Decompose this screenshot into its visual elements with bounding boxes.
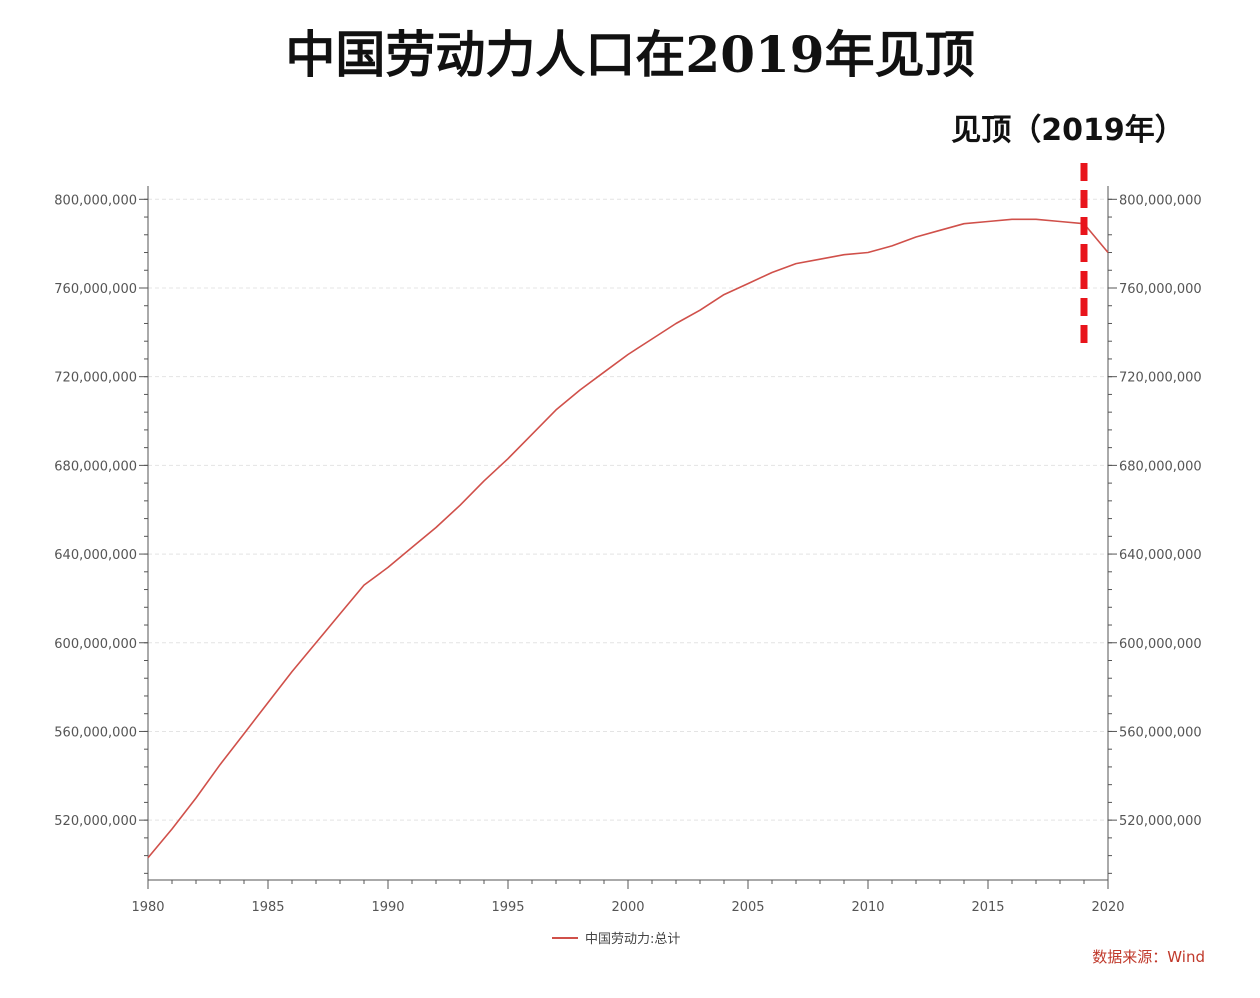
x-tick-label: 1980 (131, 900, 164, 915)
legend-label: 中国劳动力:总计 (585, 931, 680, 947)
y-tick-label-right: 640,000,000 (1119, 548, 1202, 563)
x-tick-label: 1990 (371, 900, 404, 915)
x-tick-label: 2020 (1091, 900, 1124, 915)
series-line (147, 218, 1109, 859)
y-tick-label-right: 800,000,000 (1119, 193, 1202, 208)
x-tick-label: 2010 (851, 900, 884, 915)
y-tick-label-left: 640,000,000 (54, 548, 137, 563)
x-tick-label: 2005 (731, 900, 764, 915)
y-tick-label-left: 760,000,000 (54, 282, 137, 297)
x-tick-label: 1985 (251, 900, 284, 915)
chart-title: 中国劳动力人口在2019年见顶 (285, 25, 974, 84)
y-tick-label-left: 680,000,000 (54, 459, 137, 474)
x-tick-label: 2015 (971, 900, 1004, 915)
ticks: 520,000,000 520,000,000 560,000,000 560,000… (54, 193, 1201, 915)
y-tick-label-left: 560,000,000 (54, 725, 137, 740)
y-tick-label-right: 600,000,000 (1119, 637, 1202, 652)
y-tick-label-left: 720,000,000 (54, 371, 137, 386)
y-tick-label-right: 520,000,000 (1119, 814, 1202, 829)
grid (148, 198, 1108, 821)
y-tick-label-right: 720,000,000 (1119, 371, 1202, 386)
y-tick-label-left: 520,000,000 (54, 814, 137, 829)
source-label: 数据来源：Wind (1092, 948, 1205, 966)
y-tick-label-right: 760,000,000 (1119, 282, 1202, 297)
y-tick-label-left: 600,000,000 (54, 637, 137, 652)
y-tick-label-right: 560,000,000 (1119, 725, 1202, 740)
series-layer (147, 218, 1109, 859)
legend: 中国劳动力:总计 (552, 931, 680, 947)
x-tick-label: 1995 (491, 900, 524, 915)
y-tick-label-left: 800,000,000 (54, 193, 137, 208)
peak-annotation: 见顶（2019年） (951, 113, 1185, 148)
x-tick-label: 2000 (611, 900, 644, 915)
y-tick-label-right: 680,000,000 (1119, 459, 1202, 474)
